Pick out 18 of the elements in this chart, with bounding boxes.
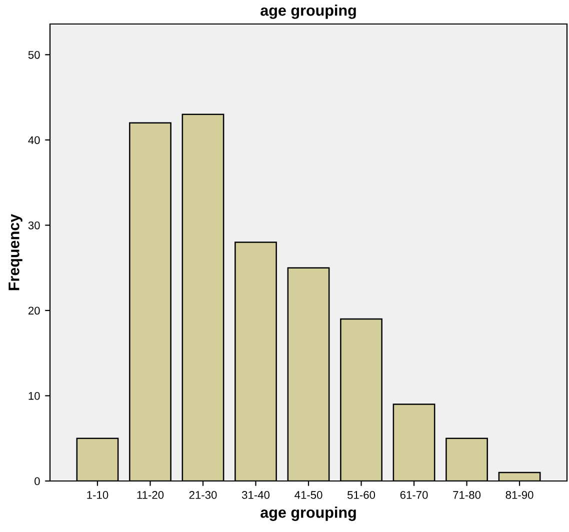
chart-title: age grouping xyxy=(260,4,356,19)
x-tick-label: 11-20 xyxy=(137,491,164,499)
x-tick-label: 51-60 xyxy=(347,491,376,499)
x-axis-title: age grouping xyxy=(260,506,356,521)
y-tick-label: 10 xyxy=(28,392,40,400)
x-tick-label: 71-80 xyxy=(453,491,481,499)
y-tick-label: 50 xyxy=(28,50,40,59)
x-tick-label: 31-40 xyxy=(242,491,270,499)
x-tick-label: 61-70 xyxy=(400,491,428,499)
x-tick-label: 21-30 xyxy=(189,491,217,499)
y-tick-label: 0 xyxy=(34,477,40,486)
x-tick-label: 41-50 xyxy=(294,491,322,499)
x-tick-label: 81-90 xyxy=(506,491,534,499)
y-tick-label: 40 xyxy=(28,136,40,144)
y-tick-label: 20 xyxy=(28,306,40,315)
y-axis-title: Frequency xyxy=(8,214,22,290)
x-tick-label: 1-10 xyxy=(87,491,108,499)
y-tick-label: 30 xyxy=(28,221,40,230)
